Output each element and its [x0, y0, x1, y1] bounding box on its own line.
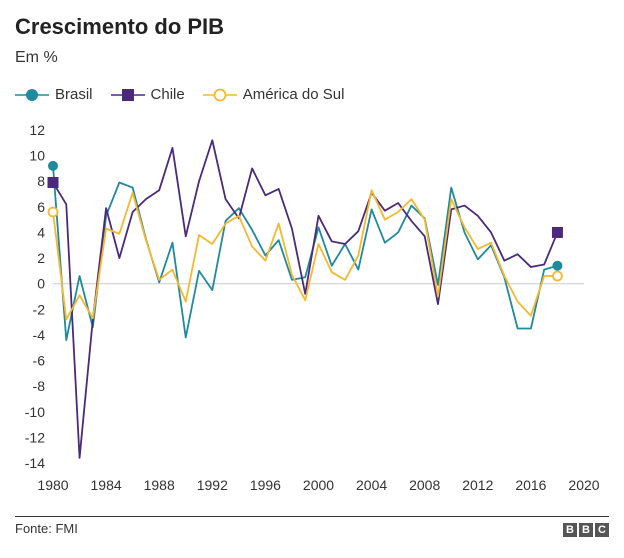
x-tick-label: 2000: [303, 477, 334, 493]
y-tick-label: 2: [37, 250, 45, 266]
legend-item-brasil: Brasil: [15, 86, 93, 103]
y-tick-label: -4: [33, 327, 46, 343]
y-tick-label: -12: [25, 429, 45, 445]
bbc-logo: B B C: [561, 523, 609, 537]
y-tick-label: -6: [33, 353, 46, 369]
legend: Brasil Chile América do Sul: [15, 86, 362, 103]
series-line-am-rica-do-sul: [52, 189, 558, 321]
data-point-brasil: [48, 160, 58, 171]
x-tick-label: 1996: [250, 477, 281, 493]
series-line-brasil: [52, 165, 558, 341]
circle-open-icon: [202, 88, 237, 101]
x-tick-label: 2016: [515, 477, 546, 493]
legend-label-america-do-sul: América do Sul: [242, 86, 345, 103]
chart-subtitle: Em %: [15, 49, 58, 66]
y-tick-label: 10: [29, 148, 45, 164]
source-note: Fonte: FMI: [15, 521, 78, 536]
legend-item-america-do-sul: América do Sul: [202, 86, 345, 103]
x-tick-label: 2020: [568, 477, 599, 493]
circle-filled-icon: [15, 88, 49, 101]
y-tick-label: 4: [37, 224, 45, 240]
legend-item-chile: Chile: [110, 86, 185, 103]
line-chart: 12 10 8 6 4 2 0 -2 -4 -6 -8 -10 -12 -14 1980 1984 1988 19…: [25, 122, 600, 493]
data-point-chile: [551, 226, 563, 238]
legend-label-chile: Chile: [150, 86, 185, 103]
y-tick-label: -8: [33, 378, 46, 394]
data-point-am-rica-do-sul: [47, 206, 59, 218]
data-point-brasil: [552, 260, 563, 271]
bbc-logo-block: B: [563, 523, 577, 537]
y-tick-label: -14: [25, 455, 45, 471]
bbc-logo-block: B: [579, 523, 593, 537]
legend-label-brasil: Brasil: [55, 86, 93, 103]
bbc-logo-block: C: [595, 523, 609, 537]
y-tick-label: -10: [25, 404, 45, 420]
y-tick-label: 0: [37, 276, 45, 292]
y-tick-label: 6: [37, 199, 45, 215]
y-tick-label: 12: [29, 122, 45, 138]
y-tick-label: 8: [37, 173, 45, 189]
x-tick-label: 2012: [462, 477, 493, 493]
x-tick-label: 2008: [409, 477, 440, 493]
data-point-am-rica-do-sul: [552, 270, 563, 282]
x-tick-label: 1980: [37, 477, 68, 493]
x-tick-label: 1992: [197, 477, 228, 493]
footer-divider: [15, 516, 609, 517]
x-tick-label: 1988: [144, 477, 175, 493]
x-tick-label: 2004: [356, 477, 387, 493]
square-filled-icon: [110, 88, 145, 101]
chart-title: Crescimento do PIB: [15, 14, 225, 39]
data-point-chile: [47, 177, 59, 189]
x-tick-label: 1984: [91, 477, 122, 493]
y-tick-label: -2: [33, 301, 46, 317]
